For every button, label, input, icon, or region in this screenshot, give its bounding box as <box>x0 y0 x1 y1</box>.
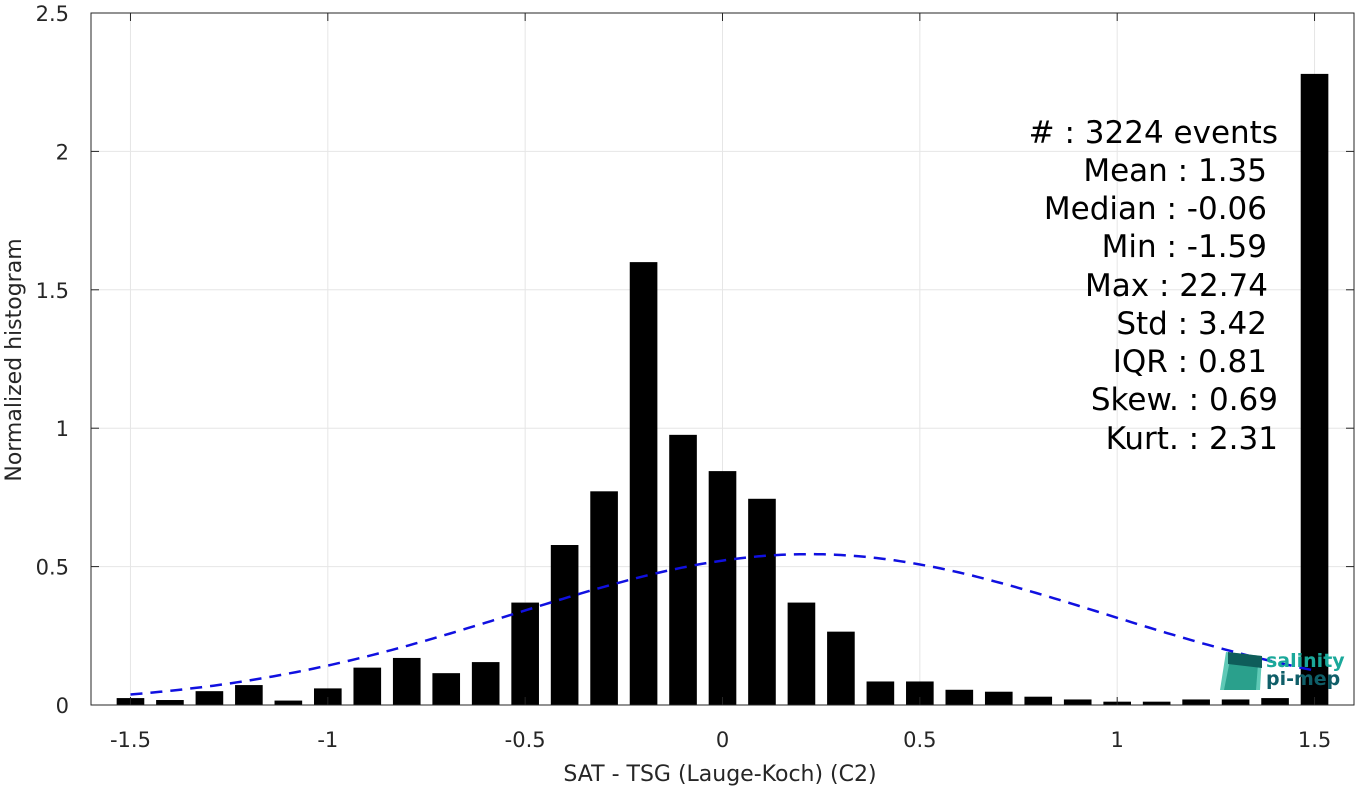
histogram-bar <box>629 262 658 705</box>
fit-curve-layer <box>130 552 1315 696</box>
y-tick-label: 1 <box>56 417 69 441</box>
y-axis-label: Normalized histogram <box>2 238 27 481</box>
histogram-bar <box>748 498 776 705</box>
y-tick-label: 0.5 <box>36 556 69 580</box>
histogram-bar <box>787 602 816 705</box>
wave-icon <box>1220 652 1262 690</box>
axes <box>90 12 1355 706</box>
x-axis-label: SAT - TSG (Lauge-Koch) (C2) <box>563 762 876 787</box>
histogram-bar <box>669 434 697 705</box>
stat-iqr: IQR : 0.81 <box>1113 344 1267 380</box>
histogram-bar <box>708 471 737 705</box>
stat-std: Std : 3.42 <box>1116 306 1267 342</box>
stat-median: Median : -0.06 <box>1044 191 1267 227</box>
histogram-bar <box>984 691 1013 705</box>
y-tick-label: 2 <box>56 140 69 164</box>
histogram-bar <box>906 681 934 705</box>
stat-skew: Skew. : 0.69 <box>1091 382 1278 418</box>
histogram-bar <box>156 700 184 705</box>
tick-labels: -1.5 -1 -0.5 0 0.5 1 1.5 0 0.5 1 1.5 2 2.5 <box>36 2 1332 752</box>
stat-mean: Mean : 1.35 <box>1083 153 1267 189</box>
histogram-bar <box>353 667 382 705</box>
stat-min: Min : -1.59 <box>1102 229 1267 265</box>
stat-kurt: Kurt. : 2.31 <box>1106 421 1278 457</box>
y-tick-label: 2.5 <box>36 2 69 26</box>
stat-count: # : 3224 events <box>1029 115 1278 151</box>
y-tick-label: 1.5 <box>36 279 69 303</box>
x-tick-label: 0 <box>716 728 729 752</box>
histogram-bar <box>1024 696 1053 705</box>
x-tick-label: 0.5 <box>903 728 936 752</box>
histogram-bar <box>432 673 461 705</box>
stat-max: Max : 22.74 <box>1085 268 1268 304</box>
histogram-bar <box>1063 699 1092 705</box>
histogram-bar <box>550 545 579 705</box>
histogram-bar <box>511 602 539 705</box>
x-tick-label: 1 <box>1111 728 1124 752</box>
histogram-bar <box>1221 699 1250 705</box>
histogram-bars <box>116 73 1329 706</box>
stats-box: # : 3224 events Mean : 1.35 Median : -0.… <box>1029 115 1278 457</box>
x-tick-label: -1.5 <box>110 728 151 752</box>
y-tick-label: 0 <box>56 694 69 718</box>
x-tick-label: -1 <box>317 728 338 752</box>
salinity-pi-mep-logo: salinity pi-mep <box>1220 650 1345 690</box>
histogram-bar <box>1142 701 1171 705</box>
histogram-bar <box>827 631 855 705</box>
histogram-bar <box>392 657 421 705</box>
logo-line-1: salinity <box>1266 650 1345 672</box>
histogram-bar <box>235 685 263 705</box>
histogram-bar <box>590 491 618 705</box>
histogram-bar <box>1300 73 1329 706</box>
x-tick-label: 1.5 <box>1298 728 1331 752</box>
histogram-bar <box>1182 699 1210 705</box>
histogram-bar <box>274 700 303 705</box>
histogram-bar <box>195 691 224 705</box>
logo-line-2: pi-mep <box>1266 668 1340 690</box>
histogram-bar <box>866 681 895 705</box>
histogram-bar <box>313 688 342 705</box>
histogram-bar <box>945 689 974 705</box>
x-tick-label: -0.5 <box>505 728 546 752</box>
histogram-bar <box>471 662 500 705</box>
gaussian-fit-curve <box>130 552 1315 696</box>
histogram-bar <box>1261 698 1289 705</box>
